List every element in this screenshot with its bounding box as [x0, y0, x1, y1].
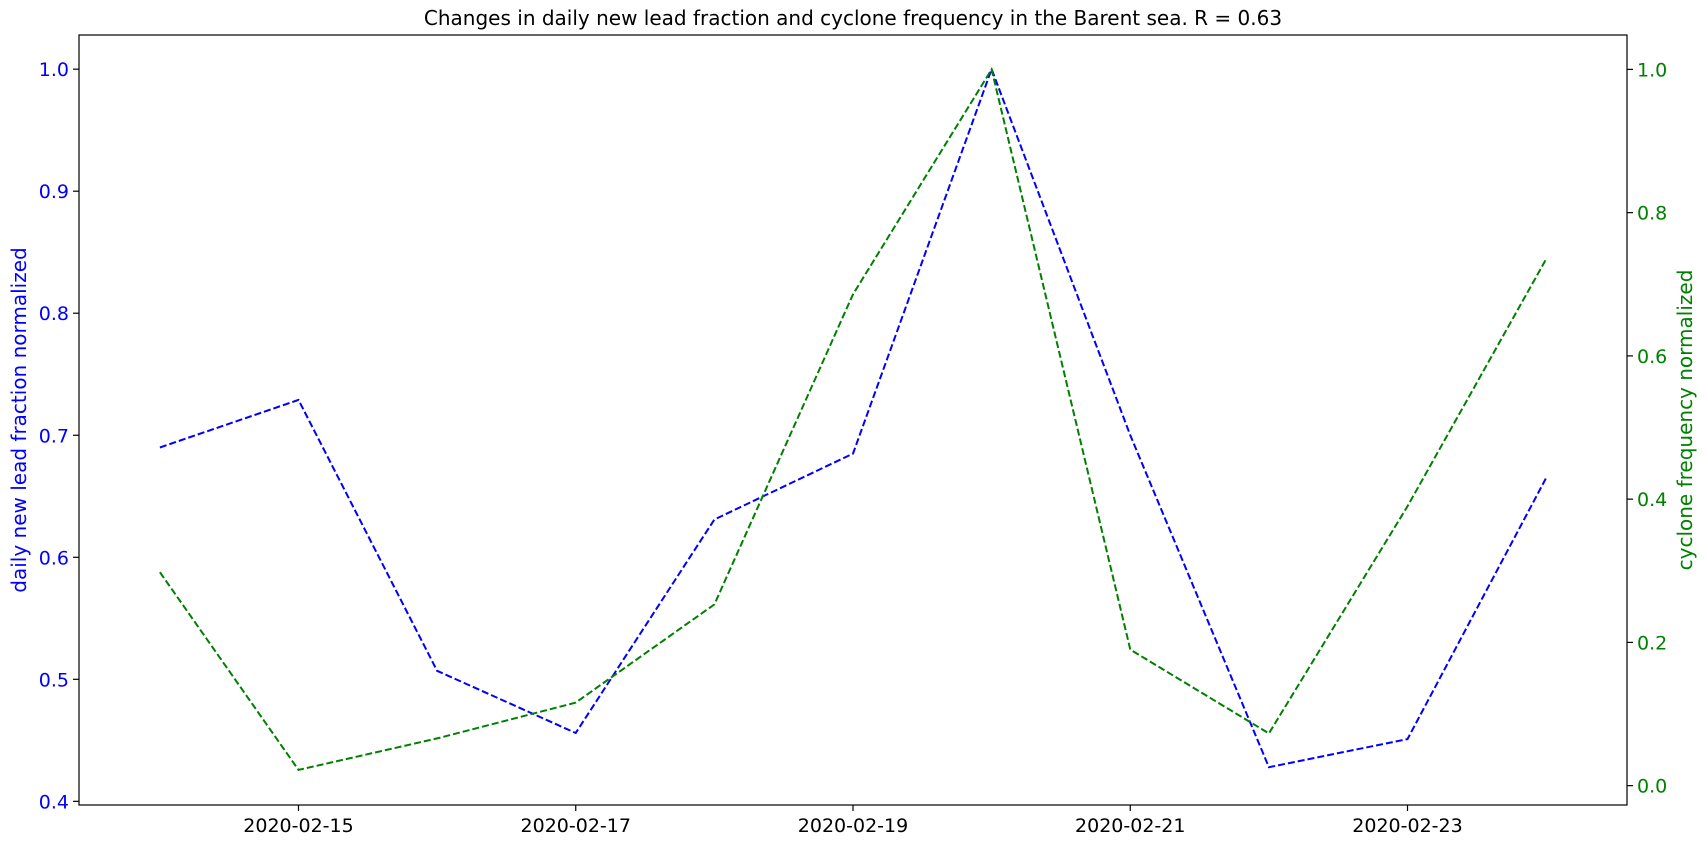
left-tick-label: 1.0 [39, 59, 69, 81]
x-tick-label: 2020-02-21 [1075, 815, 1185, 837]
x-axis-ticks: 2020-02-15 2020-02-17 2020-02-19 2020-02-21… [243, 805, 1463, 837]
right-tick-label: 0.6 [1637, 346, 1667, 368]
right-axis-ticks: 0.0 0.2 0.4 0.6 0.8 1.0 [1627, 59, 1667, 798]
left-tick-label: 0.7 [39, 425, 69, 447]
right-axis-label: cyclone frequency normalized [1673, 270, 1697, 571]
plot-frame [78, 34, 1628, 806]
right-tick-label: 0.8 [1637, 203, 1667, 225]
left-tick-label: 0.5 [39, 669, 69, 691]
x-tick-label: 2020-02-19 [798, 815, 908, 837]
right-tick-label: 0.2 [1637, 632, 1667, 654]
left-axis-label: daily new lead fraction normalized [7, 247, 31, 592]
series-layer [159, 66, 1547, 772]
left-tick-label: 0.9 [39, 181, 69, 203]
left-tick-label: 0.6 [39, 547, 69, 569]
left-tick-label: 0.8 [39, 303, 69, 325]
x-tick-label: 2020-02-23 [1352, 815, 1462, 837]
left-tick-label: 0.4 [39, 791, 69, 813]
x-tick-label: 2020-02-17 [521, 815, 631, 837]
right-tick-label: 0.0 [1637, 776, 1667, 798]
series-line-lead-fraction [159, 66, 1547, 769]
right-tick-label: 0.4 [1637, 489, 1667, 511]
right-tick-label: 1.0 [1637, 59, 1667, 81]
left-axis-ticks: 0.4 0.5 0.6 0.7 0.8 0.9 1.0 [39, 59, 79, 813]
series-line-cyclone-frequency [159, 66, 1547, 772]
x-tick-label: 2020-02-15 [243, 815, 353, 837]
chart-title: Changes in daily new lead fraction and c… [424, 6, 1282, 30]
